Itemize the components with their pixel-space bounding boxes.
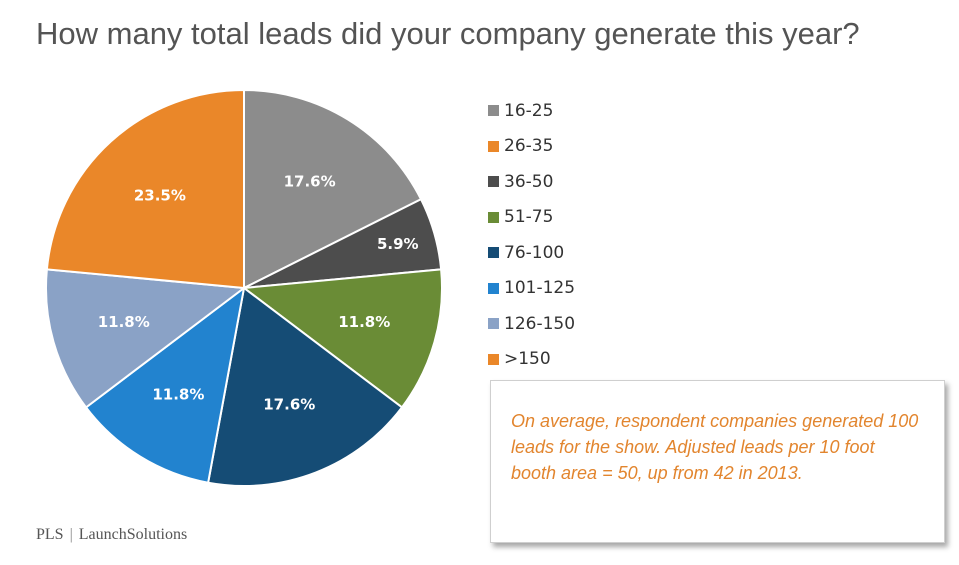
pie-slice-101-125 [84,285,246,484]
legend-item: 36-50 [488,164,575,200]
legend-label: >150 [504,349,551,370]
legend-swatch [488,211,499,223]
legend-swatch [488,353,499,365]
legend-label: 76-100 [504,242,565,263]
legend-swatch [488,282,499,294]
slice-data-label: 11.8% [98,313,150,331]
chart-title: How many total leads did your company ge… [36,16,860,51]
slice-data-label: 11.8% [152,385,204,403]
legend-label: 126-150 [504,313,576,334]
legend-swatch [488,318,499,330]
legend-item: >150 [488,342,575,378]
legend-label: 51-75 [504,207,554,228]
slice-data-label: 17.6% [284,173,336,191]
legend-label: 101-125 [504,278,576,299]
legend-swatch [488,176,499,188]
legend-swatch [488,140,499,152]
pie-slice-51-75 [241,268,443,409]
chart-legend: 16-25 26-35 36-50 51-75 76-100 101-125 126-150… [488,93,575,377]
brand-abbrev: PLS [36,526,64,543]
legend-item: 126-150 [488,306,575,342]
pie-slice-76-100 [206,286,404,487]
legend-label: 16-25 [504,100,554,121]
legend-item: 76-100 [488,235,575,271]
callout-text: On average, respondent companies generat… [511,411,919,483]
legend-item: 26-35 [488,129,575,165]
legend-swatch [488,105,499,117]
legend-item: 101-125 [488,271,575,307]
slice-data-label: 11.8% [338,313,390,331]
legend-label: 36-50 [504,171,554,192]
pie-slice-16-25 [243,88,423,290]
slice-data-label: 23.5% [134,187,186,205]
pie-slice-150 [45,88,245,290]
brand-separator: | [69,526,73,543]
legend-item: 16-25 [488,93,575,129]
footer-brand: PLS | LaunchSolutions [36,526,187,544]
pie-slice-126-150 [45,268,247,409]
slice-data-label: 5.9% [377,235,419,253]
callout-box: On average, respondent companies generat… [490,380,945,543]
slice-data-label: 17.6% [263,396,315,414]
legend-item: 51-75 [488,200,575,236]
brand-name: LaunchSolutions [78,526,188,543]
legend-label: 26-35 [504,136,554,157]
legend-swatch [488,247,499,259]
